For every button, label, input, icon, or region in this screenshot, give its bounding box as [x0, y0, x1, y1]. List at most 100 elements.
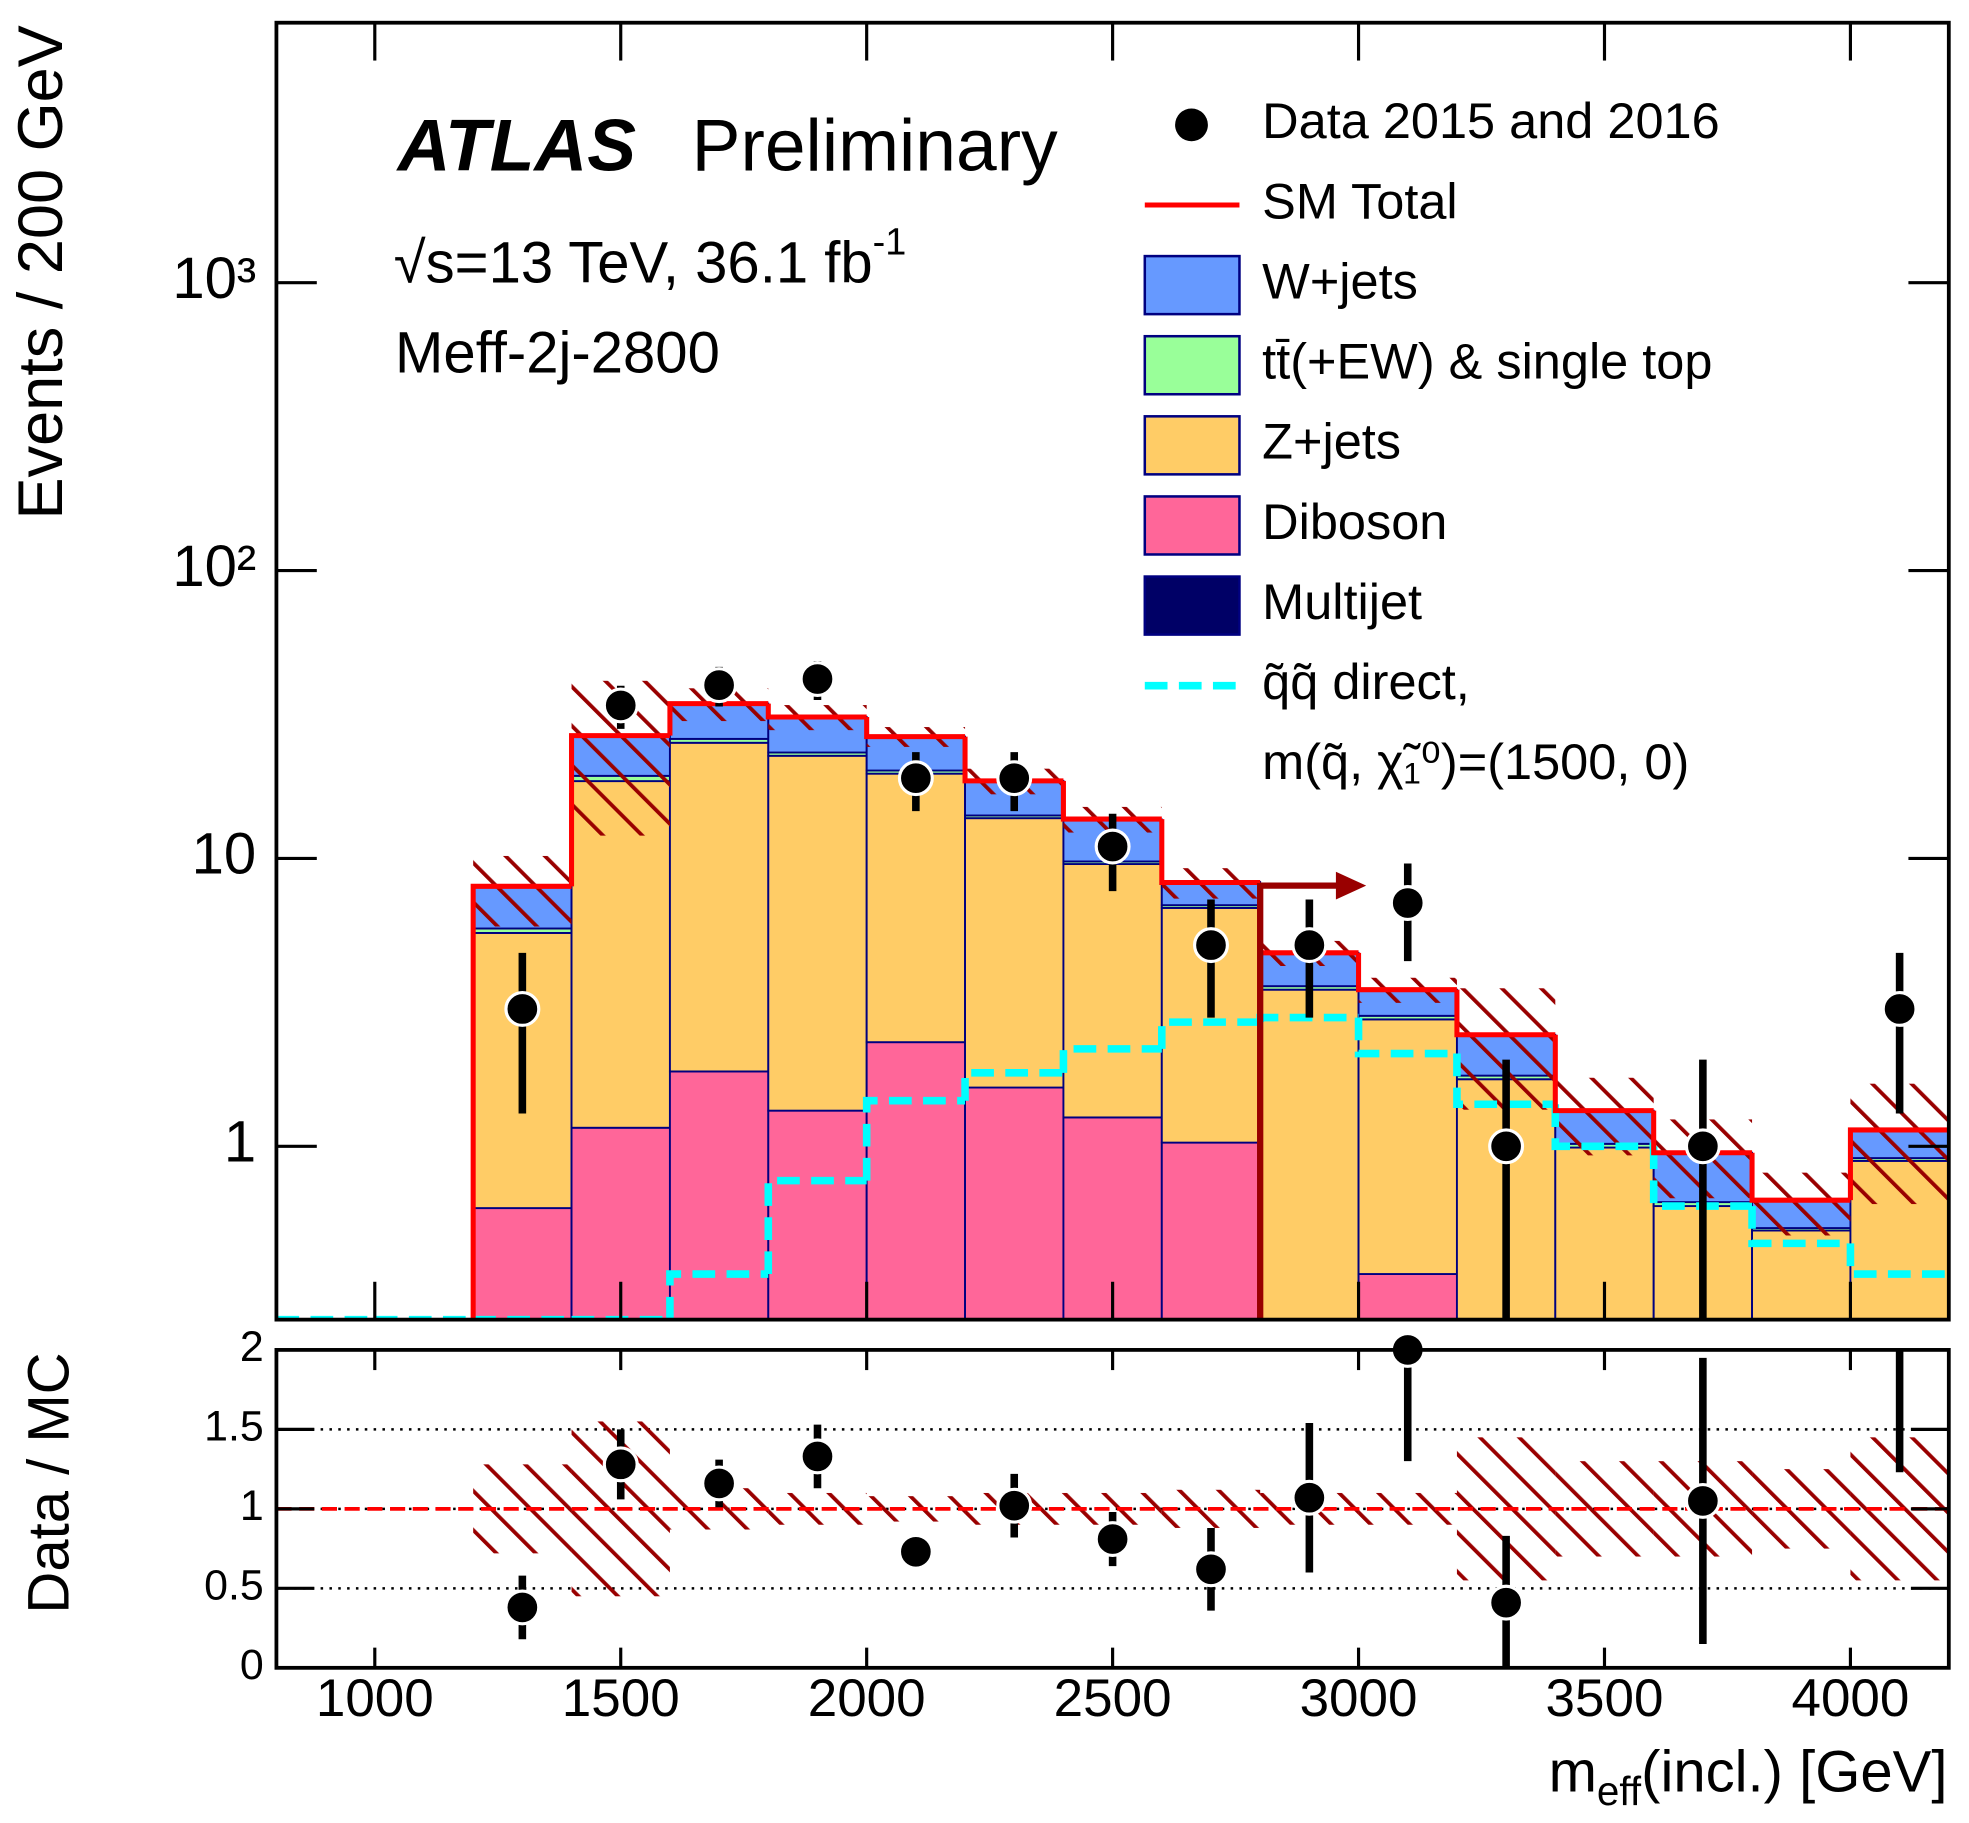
ratio-y-tick-label: 2 — [240, 1323, 264, 1371]
data-point — [1193, 927, 1229, 964]
sm-total-step — [1454, 989, 1556, 1038]
ratio-point — [1488, 1584, 1525, 1621]
y-tick-label: 1 — [224, 1110, 256, 1175]
stack-bar — [1160, 1141, 1262, 1320]
legend-label: SM Total — [1262, 172, 1457, 229]
sm-total-step — [667, 701, 769, 736]
x-tick-label: 2500 — [1054, 1669, 1172, 1728]
legend-swatch — [1143, 575, 1241, 636]
data-point — [602, 687, 639, 724]
data-point — [897, 760, 934, 797]
legend-label: Data 2015 and 2016 — [1262, 92, 1720, 149]
ratio-y-axis-title: Data / MC — [16, 1352, 81, 1613]
x-axis-title: meff(incl.) [GeV] — [1549, 1740, 1948, 1814]
status-label: Preliminary — [692, 105, 1058, 187]
x-axis-title-rest: (incl.) [GeV] — [1641, 1740, 1947, 1805]
sm-total-step — [1749, 1152, 1851, 1203]
x-tick-label: 3500 — [1546, 1669, 1664, 1728]
ratio-point — [1193, 1551, 1229, 1588]
overlay: 1 10 10² 10³ 1000 1500 2000 2500 3000 3500 4000 0 0.… — [172, 20, 1951, 1728]
uncertainty-band — [473, 855, 572, 927]
legend-swatch — [1143, 415, 1241, 476]
legend-swatch — [1143, 334, 1241, 396]
sm-total-step — [1847, 1127, 1949, 1201]
data-point — [1291, 927, 1328, 964]
stack-bar — [472, 1207, 573, 1320]
legend-label: Z+jets — [1262, 413, 1401, 470]
ratio-point — [504, 1589, 541, 1626]
data-point — [996, 760, 1033, 797]
ratio-y-tick-label: 0.5 — [204, 1562, 264, 1610]
data-point — [1684, 1128, 1721, 1165]
data-point — [799, 661, 836, 697]
sm-total-step — [1552, 1034, 1654, 1114]
ratio-point — [701, 1465, 738, 1502]
data-point — [701, 667, 738, 704]
legend-label: W+jets — [1262, 252, 1418, 309]
legend-label: tt̄(+EW) & single top — [1262, 333, 1712, 390]
x-axis-title-main: m — [1549, 1740, 1597, 1805]
ratio-point — [996, 1487, 1033, 1524]
sm-total-step — [1060, 780, 1162, 822]
x-tick-label: 2000 — [808, 1669, 926, 1728]
y-axis-title: Events / 200 GeV — [6, 25, 76, 519]
sm-total-step — [569, 733, 670, 887]
stack-bar — [570, 780, 671, 1129]
energy-text: √s=13 TeV, 36.1 fb — [394, 231, 873, 296]
stack-bar — [865, 1041, 966, 1320]
y-tick-label: 10² — [172, 534, 256, 599]
stack-bar — [767, 754, 868, 1112]
stack-bar — [1062, 863, 1163, 1119]
data-point — [504, 990, 541, 1027]
signal-step — [1551, 1104, 1654, 1151]
y-tick-label: 10 — [192, 822, 257, 887]
x-tick-label: 1500 — [562, 1669, 680, 1728]
data-point — [1881, 990, 1918, 1027]
uncertainty-band — [1752, 1172, 1851, 1236]
stack-bar — [767, 1109, 868, 1320]
energy-sup: -1 — [873, 222, 907, 264]
sm-total-step — [765, 703, 867, 720]
sm-total-step — [864, 716, 966, 740]
legend-label: Multijet — [1262, 573, 1422, 630]
signal-step — [666, 1270, 769, 1320]
uncertainty-band — [1555, 1077, 1654, 1156]
signal-step — [862, 1096, 966, 1181]
stack-bar — [1259, 988, 1360, 1320]
data-point — [1389, 885, 1426, 922]
ratio-point — [897, 1533, 934, 1570]
stack-bar — [668, 741, 770, 1073]
stack-bar — [668, 1070, 770, 1320]
x-tick-label: 1000 — [316, 1669, 434, 1728]
atlas-label: ATLAS — [396, 105, 637, 187]
legend-swatch — [1143, 254, 1241, 316]
ratio-point — [1291, 1479, 1328, 1516]
legend-label: m(q̃, χ̃₁⁰)=(1500, 0) — [1262, 733, 1689, 790]
stack-bar — [865, 772, 966, 1044]
stack-bar — [1357, 1018, 1458, 1275]
main-plot — [276, 661, 1949, 1320]
region-label: Meff-2j-2800 — [395, 320, 720, 385]
x-axis-title-sub: eff — [1597, 1768, 1642, 1814]
stack-bar — [1751, 1229, 1852, 1320]
signal-step — [1748, 1206, 1851, 1248]
ratio-y-tick-label: 0 — [240, 1641, 264, 1689]
y-tick-label: 10³ — [172, 246, 256, 311]
legend-marker — [1175, 108, 1208, 142]
energy-label: √s=13 TeV, 36.1 fb-1 — [394, 222, 907, 296]
x-tick-label: 4000 — [1791, 1669, 1909, 1728]
x-tick-label: 3000 — [1300, 1669, 1418, 1728]
signal-step — [1158, 1018, 1261, 1049]
sm-total-step — [1356, 952, 1457, 993]
legend-swatch — [1143, 495, 1241, 556]
signal-step — [1059, 1045, 1162, 1073]
ratio-y-tick-label: 1 — [240, 1482, 264, 1530]
stack-bar — [964, 817, 1065, 1089]
legend-label: q̃q̃ direct, — [1262, 653, 1470, 710]
signal-step — [1649, 1146, 1753, 1210]
ratio-point — [602, 1446, 639, 1483]
signal-step — [1354, 1017, 1457, 1058]
sm-total-step — [1159, 819, 1261, 886]
